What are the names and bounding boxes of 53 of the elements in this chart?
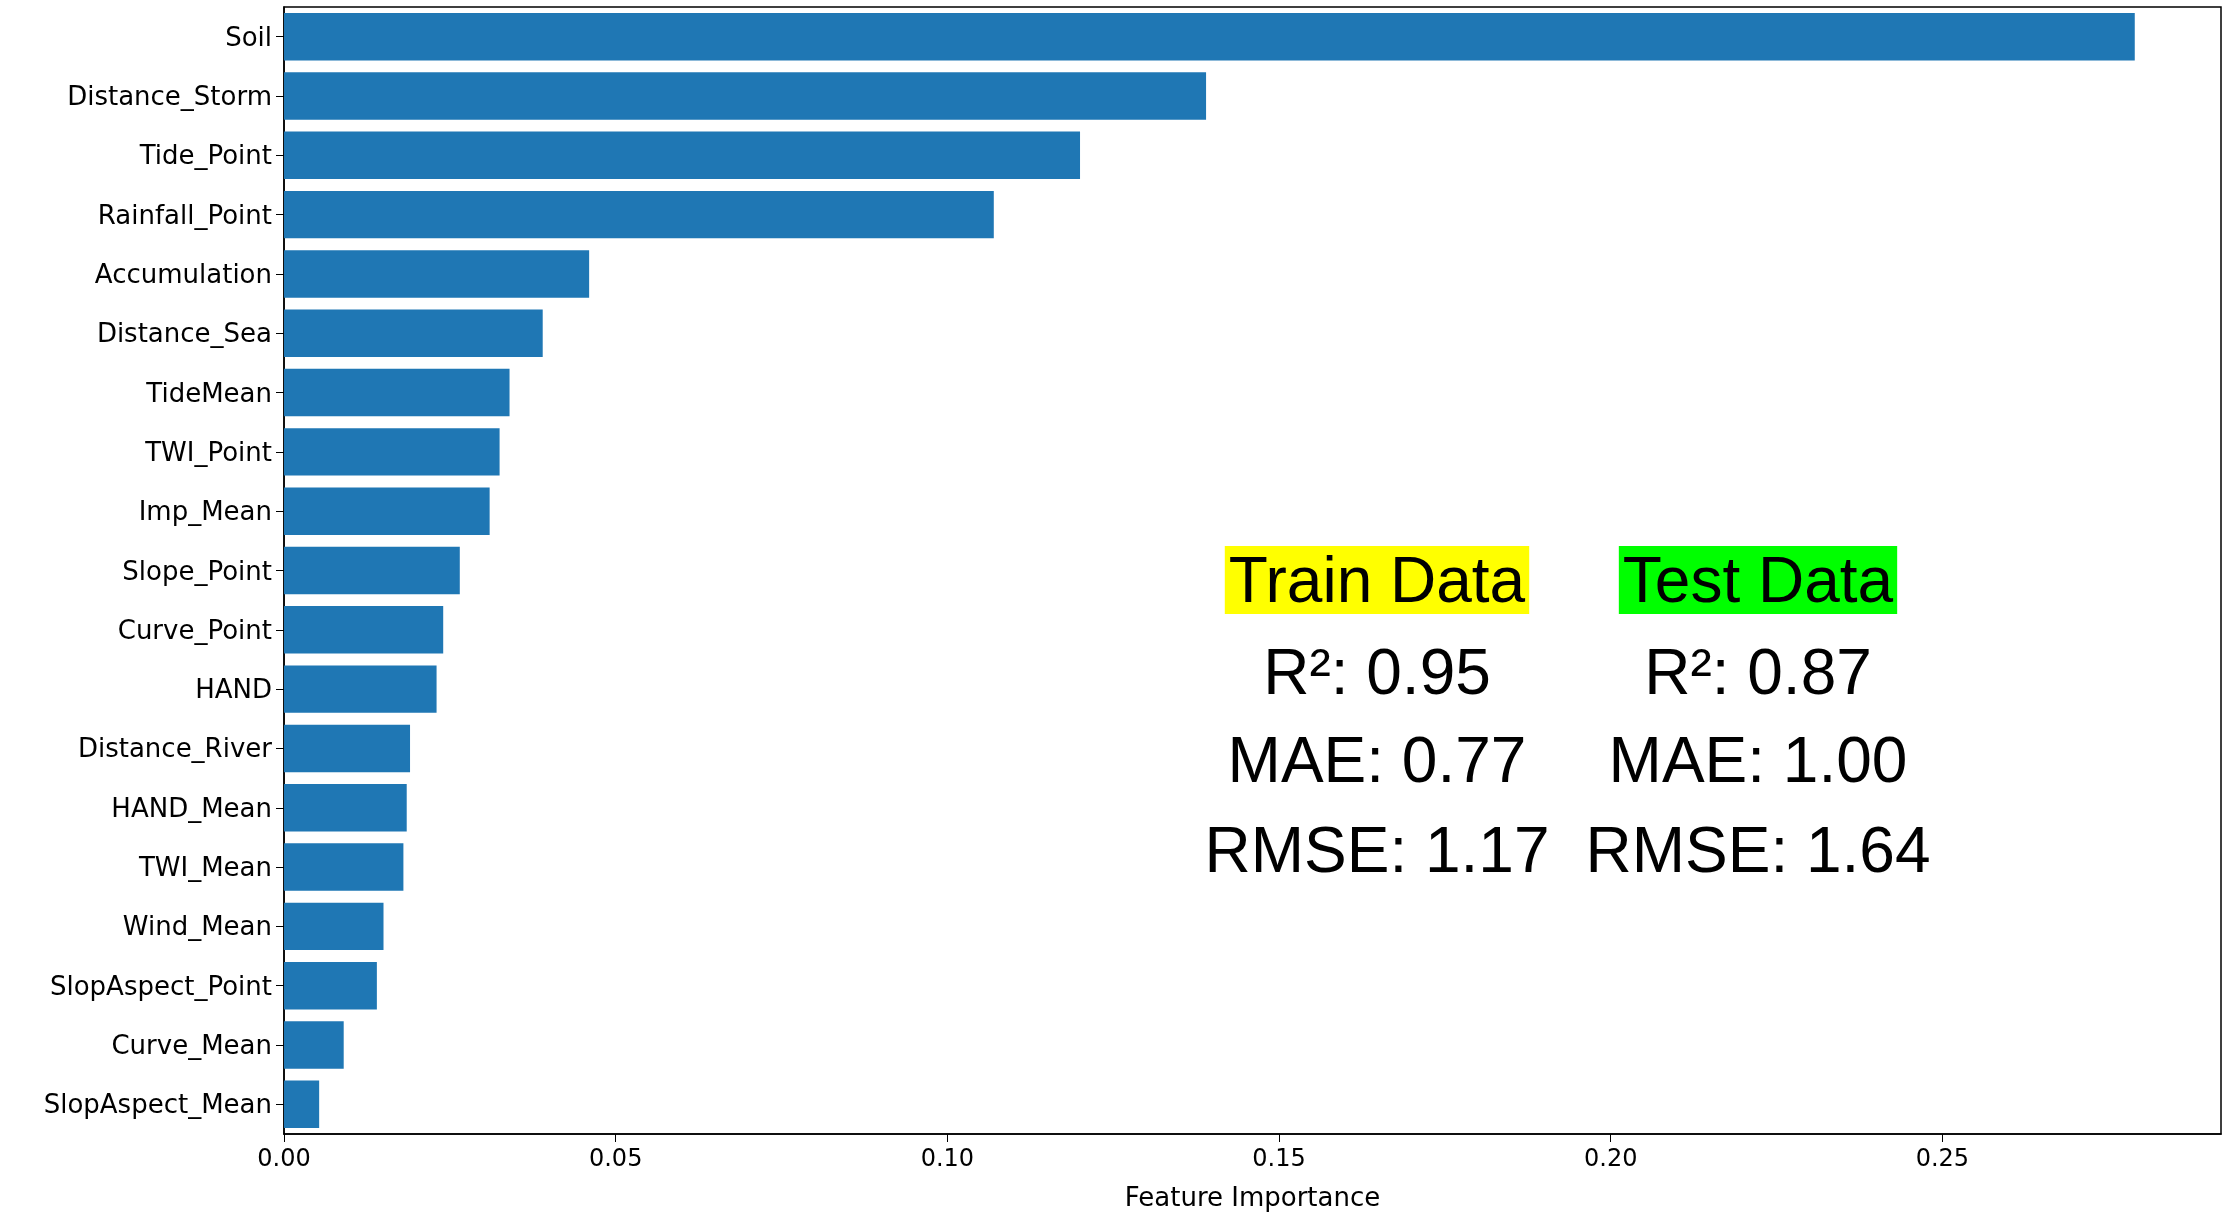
x-tick-label: 0.10 [920, 1144, 975, 1172]
y-tick-label: Distance_Storm [67, 80, 272, 111]
annotation: R²: 0.95 [1263, 636, 1491, 708]
y-tick-label: Distance_River [77, 733, 273, 764]
x-tick-label: 0.05 [588, 1144, 643, 1172]
y-tick-label: HAND_Mean [111, 792, 272, 823]
bar [284, 961, 377, 1010]
annotation: Test Data [1622, 544, 1894, 616]
x-axis-title: Feature Importance [1124, 1182, 1381, 1212]
bar [284, 190, 994, 239]
bar [284, 428, 500, 476]
bar [284, 309, 543, 357]
bar [284, 1080, 320, 1129]
y-tick-label: SlopAspect_Point [49, 970, 272, 1001]
bar [284, 1021, 344, 1069]
bar [284, 368, 510, 417]
y-tick-label: Slope_Point [122, 555, 272, 586]
bar [284, 843, 404, 891]
bar [284, 665, 437, 713]
y-tick-label: Soil [225, 21, 272, 52]
bar [284, 902, 384, 951]
y-tick-label: TWI_Mean [137, 852, 272, 883]
annotation: MAE: 0.77 [1227, 724, 1527, 796]
bar [284, 250, 590, 298]
annotation: Train Data [1228, 544, 1526, 616]
y-tick-label: Curve_Mean [111, 1030, 272, 1061]
annotation: R²: 0.87 [1644, 636, 1872, 708]
y-tick-label: TideMean [145, 377, 272, 408]
y-tick-label: Distance_Sea [96, 318, 272, 349]
bar [284, 546, 460, 595]
y-tick-label: Rainfall_Point [97, 199, 272, 230]
y-tick-label: Accumulation [94, 258, 272, 289]
bar [284, 131, 1081, 180]
y-tick-label: HAND [195, 674, 272, 705]
bar [284, 606, 444, 654]
y-tick-label: Tide_Point [138, 140, 272, 171]
bar [284, 724, 411, 773]
y-tick-label: Curve_Point [117, 614, 272, 645]
annotation: RMSE: 1.64 [1585, 814, 1931, 886]
bar [284, 12, 2135, 61]
bar [284, 784, 407, 832]
y-tick-label: SlopAspect_Mean [43, 1089, 272, 1120]
bar [284, 487, 490, 535]
x-tick-label: 0.15 [1252, 1144, 1306, 1172]
annotation: MAE: 1.00 [1608, 724, 1908, 796]
bar [284, 72, 1207, 120]
y-tick-label: Imp_Mean [138, 496, 272, 527]
x-tick-label: 0.25 [1915, 1144, 1970, 1172]
x-tick-label: 0.20 [1583, 1144, 1638, 1172]
y-tick-label: TWI_Point [144, 436, 272, 467]
annotation: RMSE: 1.17 [1204, 814, 1550, 886]
y-tick-label: Wind_Mean [122, 911, 272, 942]
x-tick-label: 0.00 [257, 1144, 311, 1172]
